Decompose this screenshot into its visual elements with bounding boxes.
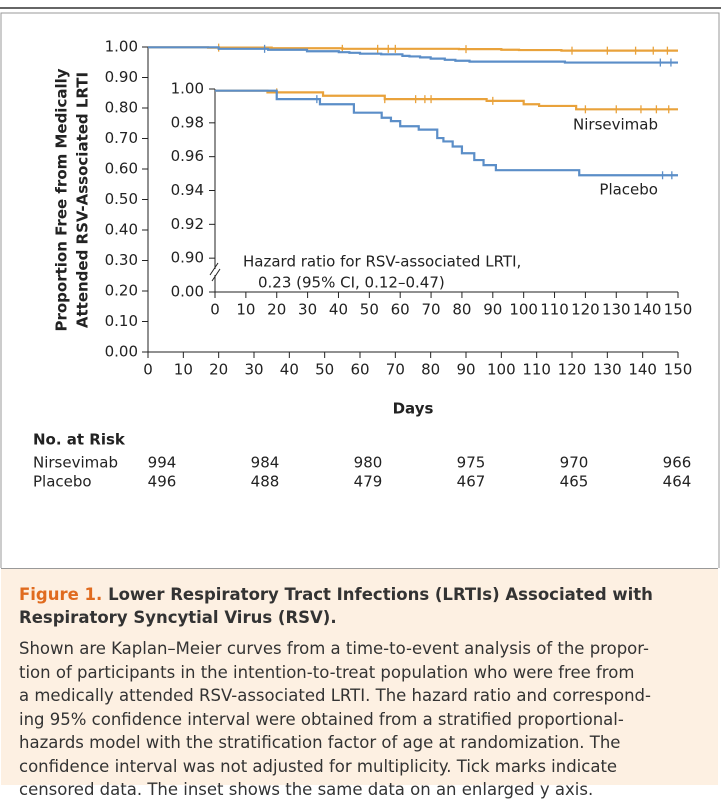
y-tick-label: 0.10: [105, 312, 138, 330]
x-tick-label: 150: [664, 301, 693, 319]
axis-break: [211, 268, 221, 282]
x-tick-label: 100: [487, 361, 516, 379]
y-tick-label: 0.96: [171, 147, 204, 165]
risk-count: 465: [560, 473, 589, 491]
x-tick-label: 30: [244, 361, 263, 379]
x-tick-label: 140: [628, 361, 657, 379]
risk-title: No. at Risk: [33, 431, 126, 449]
risk-count: 994: [148, 454, 177, 472]
caption-line: tion of participants in the intention-to…: [19, 662, 635, 682]
x-tick-label: 60: [391, 301, 410, 319]
risk-count: 984: [251, 454, 280, 472]
caption-line: censored data. The inset shows the same …: [19, 780, 594, 799]
y-tick-label: 0.98: [171, 113, 204, 131]
axis-break-gap: [212, 269, 218, 275]
x-tick-label: 80: [421, 361, 440, 379]
caption-line: hazards model with the stratification fa…: [19, 733, 621, 752]
caption-title: Figure 1. Lower Respiratory Tract Infect…: [19, 583, 700, 629]
annotation: 0.23 (95% CI, 0.12–0.47): [258, 274, 445, 292]
caption: Figure 1. Lower Respiratory Tract Infect…: [1, 568, 718, 799]
y-tick-label: 0.40: [105, 221, 138, 239]
y-tick-label: 0.60: [105, 160, 138, 178]
risk-count: 464: [663, 473, 692, 491]
x-tick-label: 10: [174, 361, 193, 379]
x-tick-label: 10: [236, 301, 255, 319]
series-label: Nirsevimab: [573, 116, 658, 134]
caption-title-text: Lower Respiratory Tract Infections (LRTI…: [19, 585, 653, 627]
x-tick-label: 150: [664, 361, 693, 379]
caption-body: Shown are Kaplan–Meier curves from a tim…: [19, 637, 700, 802]
x-tick-label: 30: [298, 301, 317, 319]
risk-count: 488: [251, 473, 280, 491]
axis-break: [209, 262, 219, 276]
x-tick-label: 50: [315, 361, 334, 379]
x-tick-label: 40: [280, 361, 299, 379]
x-tick-label: 130: [602, 301, 631, 319]
y-tick-label: 1.00: [105, 38, 138, 56]
y-tick-label: 0.70: [105, 129, 138, 147]
x-tick-label: 110: [540, 301, 569, 319]
x-tick-label: 60: [350, 361, 369, 379]
caption-line: Shown are Kaplan–Meier curves from a tim…: [19, 639, 649, 658]
annotation: Hazard ratio for RSV-associated LRTI,: [243, 253, 521, 271]
y-tick-label: 0.94: [171, 181, 204, 199]
caption-label: Figure 1.: [19, 585, 103, 604]
x-tick-label: 20: [209, 361, 228, 379]
x-tick-label: 50: [360, 301, 379, 319]
x-tick-label: 110: [522, 361, 551, 379]
y-tick-label: 0.50: [105, 190, 138, 208]
x-tick-label: 70: [386, 361, 405, 379]
x-tick-label: 40: [329, 301, 348, 319]
y-tick-label: 1.00: [171, 80, 204, 98]
risk-row-name: Nirsevimab: [33, 454, 118, 472]
y-tick-label: 0.92: [171, 215, 204, 233]
risk-count: 479: [354, 473, 383, 491]
risk-count: 966: [663, 454, 692, 472]
y-tick-label: 0.30: [105, 251, 138, 269]
y-tick-label: 0.90: [105, 68, 138, 86]
chart: 0.00 0.10 0.20 0.30 0.40 0.50 0.60 0.70 0.80 0.90…: [0, 7, 721, 787]
x-tick-label: 100: [509, 301, 538, 319]
caption-line: a medically attended RSV-associated LRTI…: [19, 686, 651, 705]
y-tick-label: 0.90: [171, 249, 204, 267]
km-curve: [148, 46, 678, 52]
x-tick-label: 130: [593, 361, 622, 379]
risk-row-name: Placebo: [33, 473, 92, 491]
caption-line: ing 95% confidence interval were obtaine…: [19, 709, 624, 729]
km-curve: [215, 89, 678, 177]
risk-count: 496: [148, 473, 177, 491]
series-label: Placebo: [599, 181, 658, 199]
x-tick-label: 0: [210, 301, 220, 319]
x-tick-label: 120: [571, 301, 600, 319]
risk-count: 970: [560, 454, 589, 472]
y-tick-label: 0.00: [105, 343, 138, 361]
km-curve: [215, 89, 678, 111]
km-curve: [148, 46, 678, 64]
y-axis-label: Proportion Free from Medically: [53, 68, 71, 331]
x-tick-label: 90: [483, 301, 502, 319]
x-tick-label: 20: [267, 301, 286, 319]
risk-count: 467: [457, 473, 486, 491]
y-tick-label: 0.80: [105, 99, 138, 117]
y-axis-label: Attended RSV-Associated LRTI: [74, 72, 92, 328]
x-tick-label: 140: [633, 301, 662, 319]
x-tick-label: 120: [558, 361, 587, 379]
y-tick-label: 0.20: [105, 282, 138, 300]
x-tick-label: 90: [456, 361, 475, 379]
risk-count: 980: [354, 454, 383, 472]
caption-line: confidence interval was not adjusted for…: [19, 756, 618, 776]
x-tick-label: 0: [143, 361, 153, 379]
x-axis-label: Days: [393, 400, 434, 418]
x-tick-label: 70: [422, 301, 441, 319]
x-tick-label: 80: [452, 301, 471, 319]
risk-count: 975: [457, 454, 486, 472]
y-tick-label: 0.00: [171, 283, 204, 301]
